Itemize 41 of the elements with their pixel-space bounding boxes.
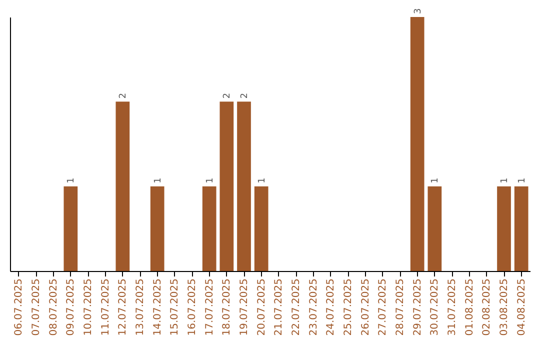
x-tick-label: 17.07.2025: [204, 278, 216, 336]
x-tick-label: 23.07.2025: [308, 278, 320, 336]
x-tick-label: 08.07.2025: [48, 278, 60, 336]
x-tick-label: 01.08.2025: [464, 278, 476, 336]
x-tick-label: 02.08.2025: [482, 278, 493, 336]
x-tick-label: 24.07.2025: [326, 278, 337, 336]
x-tick-label: 09.07.2025: [66, 278, 77, 336]
x-tick-label: 18.07.2025: [222, 278, 233, 336]
data-label: 3: [413, 8, 424, 14]
data-label: 2: [222, 92, 233, 99]
data-label: 1: [205, 178, 216, 184]
x-tick-label: 25.07.2025: [343, 278, 354, 336]
data-label: 1: [430, 178, 441, 184]
x-tick-label: 20.07.2025: [256, 278, 268, 336]
data-label: 1: [153, 178, 164, 184]
data-label: 1: [66, 178, 77, 184]
x-tick-label: 15.07.2025: [170, 278, 181, 336]
x-tick-label: 14.07.2025: [152, 278, 164, 336]
x-tick-label: 26.07.2025: [360, 278, 372, 336]
x-tick-label: 03.08.2025: [499, 278, 510, 336]
x-tick-label: 10.07.2025: [83, 278, 94, 336]
data-label: 2: [118, 92, 129, 99]
x-tick-label: 30.07.2025: [430, 278, 441, 336]
data-label: 1: [257, 178, 268, 184]
x-tick-label: 29.07.2025: [412, 278, 424, 336]
x-tick-label: 13.07.2025: [135, 278, 146, 336]
x-tick-label: 12.07.2025: [118, 278, 129, 336]
data-label: 1: [517, 178, 528, 184]
x-tick-label: 04.08.2025: [516, 278, 528, 336]
data-label: 2: [240, 92, 250, 99]
x-tick-label: 06.07.2025: [14, 278, 25, 336]
x-tick-label: 21.07.2025: [274, 278, 285, 336]
x-tick-label: 31.07.2025: [447, 278, 458, 336]
x-tick-label: 07.07.2025: [31, 278, 42, 336]
x-tick-label: 22.07.2025: [291, 278, 302, 336]
data-label: 1: [500, 178, 510, 184]
x-tick-label: 28.07.2025: [395, 278, 406, 336]
x-tick-label: 19.07.2025: [239, 278, 250, 336]
x-tick-label: 16.07.2025: [187, 278, 198, 336]
x-tick-label: 27.07.2025: [378, 278, 389, 336]
x-tick-label: 11.07.2025: [100, 278, 112, 336]
